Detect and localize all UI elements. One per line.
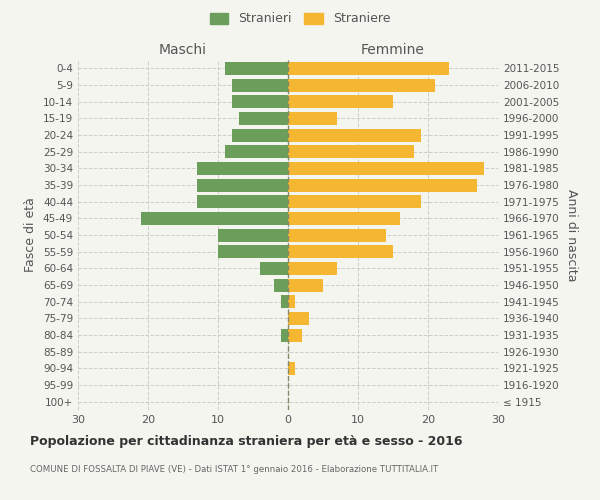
Legend: Stranieri, Straniere: Stranieri, Straniere [206,8,394,29]
Bar [288,145,414,158]
Y-axis label: Fasce di età: Fasce di età [25,198,37,272]
Bar [288,295,295,308]
Bar [239,112,288,125]
Bar [141,212,288,225]
Text: Popolazione per cittadinanza straniera per età e sesso - 2016: Popolazione per cittadinanza straniera p… [30,435,463,448]
Bar [288,112,337,125]
Text: Maschi: Maschi [159,42,207,56]
Bar [288,178,477,192]
Bar [288,62,449,75]
Bar [288,312,309,325]
Text: COMUNE DI FOSSALTA DI PIAVE (VE) - Dati ISTAT 1° gennaio 2016 - Elaborazione TUT: COMUNE DI FOSSALTA DI PIAVE (VE) - Dati … [30,465,438,474]
Bar [232,95,288,108]
Bar [218,245,288,258]
Bar [274,278,288,291]
Y-axis label: Anni di nascita: Anni di nascita [565,188,578,281]
Bar [288,128,421,141]
Bar [225,145,288,158]
Bar [232,128,288,141]
Bar [197,178,288,192]
Bar [288,212,400,225]
Bar [281,328,288,342]
Bar [225,62,288,75]
Bar [260,262,288,275]
Text: Femmine: Femmine [361,42,425,56]
Bar [288,278,323,291]
Bar [288,162,484,175]
Bar [197,162,288,175]
Bar [288,245,393,258]
Bar [232,78,288,92]
Bar [218,228,288,241]
Bar [288,95,393,108]
Bar [288,362,295,375]
Bar [197,195,288,208]
Bar [288,78,435,92]
Bar [281,295,288,308]
Bar [288,328,302,342]
Bar [288,195,421,208]
Bar [288,262,337,275]
Bar [288,228,386,241]
